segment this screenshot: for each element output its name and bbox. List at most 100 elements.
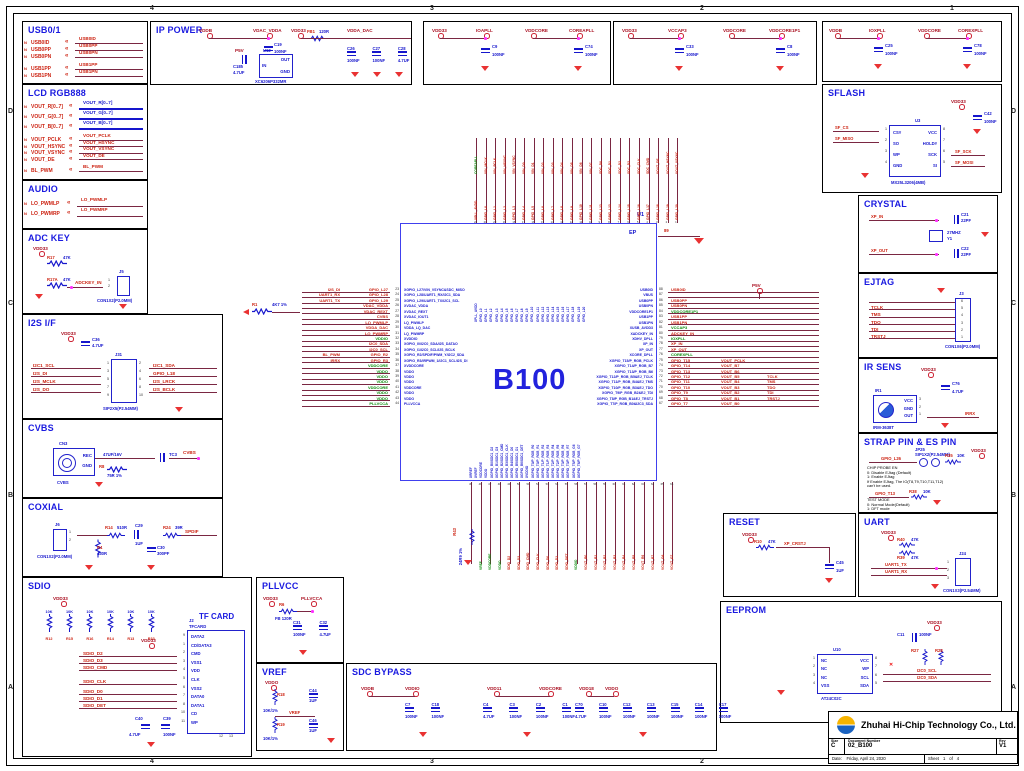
wire: [485, 138, 487, 223]
bus-row: N VOUT_G[0..7] « VOUT_G[0..7]: [23, 110, 143, 122]
wire: [610, 138, 612, 223]
wire: [927, 417, 979, 418]
lcd-buses: N VOUT_R[0..7] « VOUT_R[0..7] N VOUT_G[0…: [23, 100, 143, 132]
wire: [562, 138, 564, 223]
net-label: I2S_DI: [33, 371, 48, 376]
cap-bank: C7 100NF C18 100NF: [405, 702, 453, 730]
pin-number: 12: [569, 220, 573, 224]
wire: [668, 335, 819, 336]
wire: [490, 482, 492, 564]
resistor-value: 47K: [63, 255, 71, 260]
pin-inner-name: GPIO_L18: [571, 306, 576, 322]
net-label: GPIO_T15: [671, 357, 691, 363]
net-label: SDIO_CLK: [536, 553, 541, 570]
outer-net-label: IRRX: [330, 357, 340, 363]
ground-symbol: [327, 738, 335, 743]
chip-pin-row: 87: [659, 292, 819, 298]
chip-pin-row: 82 USB1PN: [659, 320, 819, 326]
power-label: VDD33: [742, 532, 757, 537]
chip-pin-row: 85 USB0PN: [659, 303, 819, 309]
gpio-label: GPIO_L17: [646, 204, 651, 220]
pin-name: DATA0: [191, 694, 205, 700]
wire: [883, 681, 991, 682]
chip-pin-column: 62 VOUT_R5: [632, 482, 637, 574]
pin-inner-name: XGPIO_T11/P_RGB_B4&EJ_TMS: [598, 380, 653, 385]
resistor-r35: [945, 459, 961, 465]
cap-ref: C28: [397, 46, 406, 51]
gpio-label: GPIO_L12: [598, 204, 603, 220]
chip-pin-column: VOUT_VSYNC GPIO_L20 1: [675, 126, 680, 224]
power-label: VDDCORE: [918, 28, 941, 33]
power-pin: [484, 33, 490, 39]
capacitor: [963, 47, 972, 54]
wire: [869, 338, 955, 340]
net-label: SF_CS: [835, 125, 849, 130]
pin-number: 53: [545, 482, 549, 486]
pin-number: 2: [961, 327, 963, 332]
cap-value: 1UF: [135, 541, 143, 546]
power-pin: [748, 537, 754, 543]
wire: [302, 400, 390, 402]
wire: [538, 482, 540, 564]
power-pin: [928, 372, 934, 378]
pin-number: 31: [395, 330, 399, 335]
wire: [619, 138, 621, 223]
pullup-resistor: 10K R13: [123, 610, 139, 641]
pin-number: 51: [526, 482, 530, 486]
net-label: VIN_D5: [569, 162, 574, 174]
wire: [951, 155, 985, 156]
wire: [776, 547, 830, 548]
pin-number: 77: [659, 346, 663, 351]
chip-pin-row: VDDCORE 37: [300, 363, 399, 369]
power-label: COREAPLL: [569, 28, 595, 33]
ground-symbol: [825, 578, 833, 583]
pin-inner-name: XGPIO_L27/VIN_VSYNC&SDC_MISO: [404, 288, 465, 292]
section-audio: AUDIO N LO_PWMLP « LO_PWMLP N LO_PWMRP «…: [22, 180, 148, 229]
resistor-symbol: [66, 614, 73, 632]
wire: [79, 146, 143, 147]
net-label: TDI: [871, 326, 879, 332]
net-label: BL_PWM: [83, 164, 103, 169]
net-label: VIN_D7: [588, 162, 593, 174]
power-label: P5V: [235, 48, 244, 53]
cap-ref: C44: [309, 688, 317, 693]
capacitor: C31 100NF: [293, 620, 315, 648]
wire: [302, 313, 390, 315]
pin-number: 83: [659, 314, 663, 319]
pin-name: WP: [862, 666, 869, 672]
wire: [302, 389, 390, 391]
pin-number: 2: [813, 664, 815, 669]
wire: [533, 38, 579, 39]
wire: [662, 482, 664, 564]
resistor-ref: R28: [935, 648, 943, 653]
pin-number: 1: [885, 127, 887, 131]
pin-name: SDA: [860, 683, 869, 689]
pin-inner-name: GPIO_L2: [489, 308, 494, 322]
pin-inner-name: GPIO_L3: [494, 308, 499, 322]
chip-pin-column: SDC_CLK GPIO_L16 5: [636, 126, 642, 224]
capacitor-symbol: [509, 707, 531, 712]
pin-name: IN: [262, 63, 267, 68]
wire: [643, 482, 645, 564]
pin-inner-name: XGPIO_B0/SDC1_D2: [489, 446, 494, 478]
wire: [668, 302, 819, 304]
pin-number: 23: [395, 287, 399, 291]
pin-number: 3: [107, 369, 109, 373]
gpio-label: GPIO_L16: [636, 204, 641, 220]
chip-pin-row: IRRX GPIO_R3 36: [300, 357, 399, 364]
pin-number: 81: [659, 325, 663, 330]
wire: [77, 216, 143, 217]
note-line: 0: Normal Mode(Default): [867, 501, 910, 507]
pin-number: 41: [395, 384, 399, 389]
net-label: VOUT_G6: [660, 554, 665, 570]
power-label: VDD33: [921, 367, 936, 372]
pin-inner-name: XVDDIO: [404, 336, 418, 341]
wire: [668, 340, 819, 342]
port-label: USB1PN: [31, 73, 52, 79]
cap-value: 100NF: [405, 714, 418, 719]
cap-ref: C74: [585, 44, 593, 49]
power-label: VDDO: [265, 680, 279, 685]
chevron-in-icon: «: [67, 200, 71, 206]
chip-pin-column: SDC_CMD GPIO_L17 4: [646, 126, 651, 224]
